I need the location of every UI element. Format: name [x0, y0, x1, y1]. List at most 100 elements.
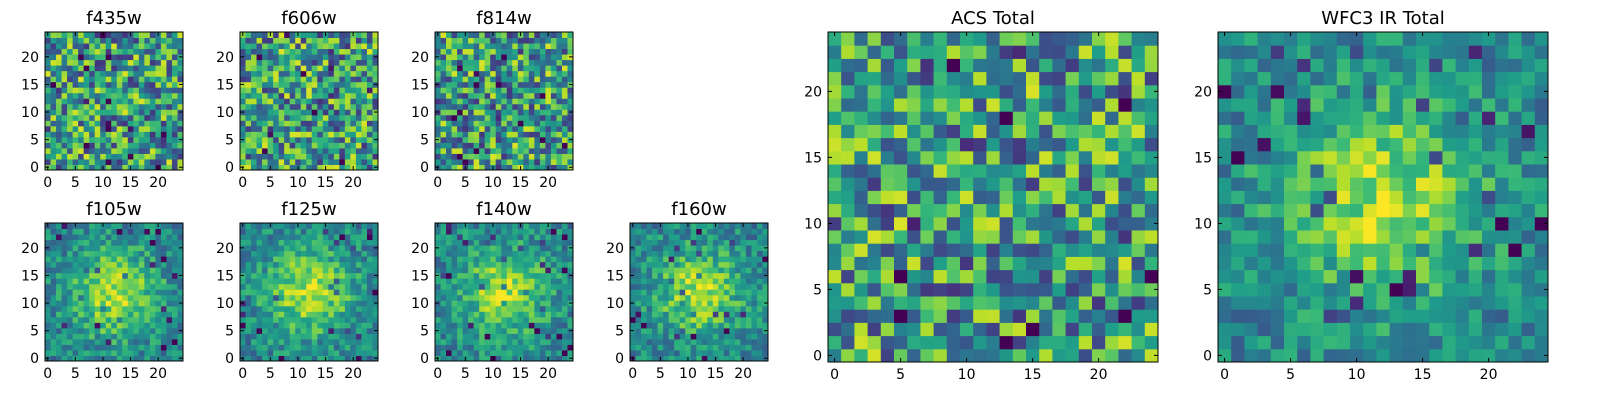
heatmap-cell [339, 114, 346, 121]
heatmap-cell [457, 278, 464, 285]
heatmap-cell [333, 65, 340, 72]
heatmap-cell [100, 103, 107, 110]
heatmap-cell [372, 283, 379, 290]
heatmap-cell [273, 228, 280, 235]
heatmap-cell [245, 316, 252, 323]
heatmap-cell [133, 142, 140, 149]
heatmap-cell [83, 125, 90, 132]
heatmap-cell [251, 338, 258, 345]
heatmap-cell [646, 300, 653, 307]
heatmap-cell [501, 283, 508, 290]
heatmap-cell [517, 234, 524, 241]
heatmap-cell [723, 245, 730, 252]
heatmap-cell [262, 305, 269, 312]
heatmap-cell [267, 98, 274, 105]
heatmap-cell [155, 81, 162, 88]
heatmap-cell [690, 239, 697, 246]
heatmap-cell [328, 256, 335, 263]
heatmap-cell [289, 245, 296, 252]
heatmap-cell [278, 98, 285, 105]
heatmap-cell [506, 267, 513, 274]
heatmap-cell [539, 322, 546, 329]
heatmap-cell [646, 283, 653, 290]
heatmap-cell [105, 48, 112, 55]
heatmap-cell [512, 147, 519, 154]
heatmap-cell [674, 239, 681, 246]
heatmap-cell [556, 43, 563, 50]
heatmap-cell [635, 305, 642, 312]
heatmap-cell [105, 76, 112, 83]
heatmap-cell [674, 333, 681, 340]
heatmap-cell [149, 349, 156, 356]
heatmap-cell [734, 267, 741, 274]
heatmap-cell [372, 87, 379, 94]
heatmap-cell [561, 65, 568, 72]
heatmap-cell [133, 32, 140, 39]
heatmap-cell [267, 349, 274, 356]
heatmap-cell [155, 239, 162, 246]
heatmap-cell [78, 76, 85, 83]
heatmap-cell [561, 54, 568, 61]
heatmap-cell [657, 289, 664, 296]
heatmap-cell [446, 250, 453, 257]
heatmap-cell [127, 316, 134, 323]
heatmap-cell [523, 349, 530, 356]
heatmap-cell [105, 333, 112, 340]
heatmap-cell [144, 305, 151, 312]
heatmap-cell [160, 125, 167, 132]
heatmap-cell [652, 267, 659, 274]
heatmap-cell [495, 37, 502, 44]
heatmap-cell [501, 92, 508, 99]
heatmap-cell [160, 349, 167, 356]
heatmap-cell [166, 48, 173, 55]
heatmap-cell [300, 43, 307, 50]
heatmap-cell [1026, 269, 1040, 284]
heatmap-cell [712, 261, 719, 268]
heatmap-cell [490, 153, 497, 160]
heatmap-cell [986, 190, 1001, 205]
heatmap-cell [973, 335, 987, 350]
heatmap-cell [339, 125, 346, 132]
heatmap-cell [468, 32, 475, 39]
heatmap-cell [177, 92, 184, 99]
heatmap-cell [517, 103, 524, 110]
heatmap-cell [685, 338, 692, 345]
heatmap-cell [240, 92, 247, 99]
heatmap-cell [284, 250, 291, 257]
heatmap-cell [83, 81, 90, 88]
heatmap-cell [1118, 282, 1133, 297]
heatmap-cell [366, 228, 373, 235]
heatmap-cell [317, 120, 324, 127]
heatmap-cell [512, 153, 519, 160]
heatmap-cell [245, 120, 252, 127]
heatmap-cell [317, 300, 324, 307]
heatmap-cell [479, 37, 486, 44]
heatmap-cell [473, 355, 480, 362]
heatmap-cell [256, 234, 263, 241]
heatmap-cell [256, 65, 263, 72]
heatmap-cell [166, 245, 173, 252]
heatmap-cell [701, 333, 708, 340]
heatmap-cell [83, 267, 90, 274]
heatmap-cell [166, 327, 173, 334]
heatmap-cell [1065, 269, 1080, 284]
heatmap-cell [94, 322, 101, 329]
heatmap-cell [166, 316, 173, 323]
heatmap-cell [256, 59, 263, 66]
heatmap-cell [171, 228, 178, 235]
heatmap-cell [100, 283, 107, 290]
heatmap-cell [350, 87, 357, 94]
heatmap-cell [946, 256, 961, 271]
heatmap-cell [1039, 230, 1053, 244]
heatmap-cell [295, 59, 302, 66]
heatmap-cell [440, 327, 447, 334]
heatmap-cell [462, 142, 469, 149]
heatmap-cell [446, 70, 453, 77]
heatmap-cell [72, 48, 79, 55]
heatmap-cell [45, 256, 52, 263]
heatmap-cell [94, 261, 101, 268]
heatmap-cell [366, 250, 373, 257]
heatmap-cell [284, 103, 291, 110]
x-tick-label: 0 [433, 366, 442, 382]
heatmap-cell [946, 296, 961, 310]
